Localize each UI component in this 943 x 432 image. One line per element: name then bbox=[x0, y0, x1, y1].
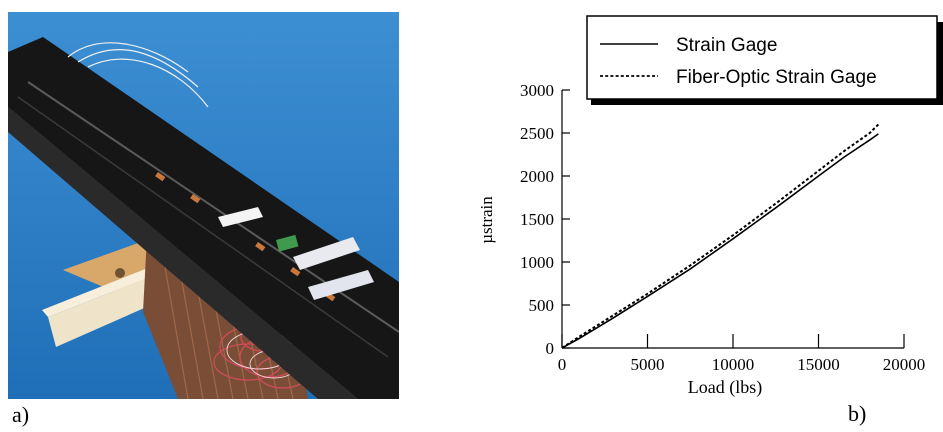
strain-vs-load-chart: 0 500 1000 1500 2000 2500 3000 0 5000 10000 15000… bbox=[477, 15, 943, 398]
white-strap-1 bbox=[293, 237, 360, 270]
wood-support bbox=[48, 270, 176, 347]
strain-gauges bbox=[155, 172, 336, 302]
series-layer bbox=[561, 123, 880, 349]
x-tick-label: 0 bbox=[558, 355, 567, 374]
lead-wires bbox=[67, 42, 209, 108]
x-tick-label: 5000 bbox=[631, 355, 665, 374]
panel-label-a: a) bbox=[12, 402, 30, 427]
legend-box bbox=[586, 15, 938, 100]
instrumented-beam-photo bbox=[8, 12, 399, 399]
x-tick-label: 20000 bbox=[883, 355, 926, 374]
legend-label-fiber-optic: Fiber-Optic Strain Gage bbox=[676, 67, 877, 88]
y-tick-label: 0 bbox=[546, 339, 555, 358]
beam-stripe-2 bbox=[17, 96, 389, 358]
series-line-strain-gage bbox=[561, 133, 879, 349]
series-line-fiber-optic bbox=[561, 123, 880, 349]
white-strap-2 bbox=[308, 270, 374, 300]
y-tick-label: 2000 bbox=[520, 167, 554, 186]
y-ticks: 0 500 1000 1500 2000 2500 3000 bbox=[520, 81, 570, 358]
x-tick-label: 15000 bbox=[797, 355, 840, 374]
x-ticks: 0 5000 10000 15000 20000 bbox=[558, 334, 926, 374]
connector-board bbox=[276, 234, 299, 252]
y-tick-label: 3000 bbox=[520, 81, 554, 100]
beam-highlight bbox=[8, 107, 358, 399]
legend-label-strain-gage: Strain Gage bbox=[676, 35, 777, 56]
x-axis-label: Load (lbs) bbox=[688, 377, 762, 398]
wood-support-top bbox=[42, 264, 168, 317]
panel-label-b: b) bbox=[848, 401, 867, 426]
y-tick-label: 500 bbox=[529, 296, 555, 315]
y-tick-label: 1000 bbox=[520, 253, 554, 272]
y-tick-label: 2500 bbox=[520, 124, 554, 143]
y-axis-label: µstrain bbox=[477, 196, 496, 244]
composite-beam bbox=[8, 37, 399, 399]
bolt-hole bbox=[115, 268, 125, 278]
white-tape bbox=[218, 207, 263, 227]
y-tick-label: 1500 bbox=[520, 210, 554, 229]
x-tick-label: 10000 bbox=[712, 355, 755, 374]
